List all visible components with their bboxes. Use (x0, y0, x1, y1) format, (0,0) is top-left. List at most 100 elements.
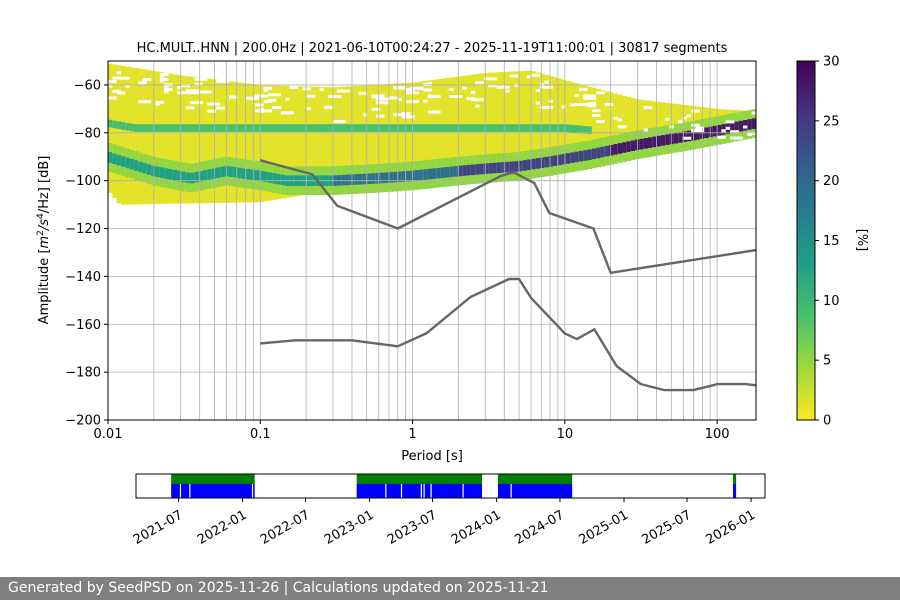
heatmap-cell (224, 80, 230, 203)
heatmap-cell (298, 124, 303, 132)
heatmap-cell (233, 124, 238, 132)
heatmap-cell (194, 171, 200, 183)
heatmap-cell (220, 166, 226, 178)
heatmap-cell (254, 124, 260, 132)
heatmap-gap (332, 119, 346, 123)
heatmap-cell (146, 70, 152, 205)
heatmap-cell (734, 121, 740, 133)
heatmap-cell (751, 118, 756, 129)
heatmap-cell (168, 169, 174, 180)
heatmap-gap (181, 84, 191, 88)
heatmap-cell (673, 132, 679, 144)
heatmap-gap (527, 75, 532, 79)
heatmap-cell (216, 167, 221, 179)
heatmap-gap (669, 125, 674, 129)
heatmap-cell (492, 124, 498, 132)
heatmap-gap (259, 107, 264, 111)
heatmap-gap (561, 105, 566, 109)
heatmap-cell (164, 124, 169, 132)
heatmap-gap (263, 86, 273, 90)
heatmap-gap (216, 106, 225, 110)
coverage-segment (356, 484, 483, 498)
heatmap-cell (125, 157, 130, 169)
heatmap-cell (207, 169, 213, 180)
heatmap-gap (285, 97, 290, 101)
heatmap-gap (159, 74, 165, 78)
heatmap-cell (496, 124, 502, 132)
heatmap-cell (211, 124, 217, 132)
heatmap-cell (470, 164, 476, 176)
heatmap-cell (302, 86, 308, 195)
x-axis-ticks: 0.01 0.1 1 10 100 (94, 420, 730, 442)
heatmap-cell (332, 124, 338, 132)
heatmap-gap (185, 106, 195, 110)
y-tick-label: −200 (65, 414, 101, 429)
heatmap-cell (371, 124, 377, 132)
heatmap-cell (747, 119, 753, 130)
heatmap-cell (146, 164, 152, 175)
heatmap-cell (522, 124, 528, 132)
x-tick-label: 0.01 (94, 427, 123, 442)
heatmap-gap (164, 89, 169, 93)
x-tick-label: 1 (408, 427, 416, 442)
heatmap-gap (613, 116, 618, 120)
availability-segment (498, 474, 573, 484)
heatmap-gap (207, 102, 221, 106)
heatmap-cell (656, 135, 662, 147)
heatmap-cell (652, 101, 658, 153)
heatmap-cell (557, 154, 562, 166)
heatmap-cell (466, 164, 472, 176)
heatmap-cell (475, 124, 480, 132)
heatmap-gap (302, 87, 312, 91)
heatmap-cell (604, 91, 610, 163)
heatmap-cell (535, 72, 541, 173)
colorbar-tick-label: 0 (823, 414, 831, 429)
heatmap-cell (138, 68, 143, 205)
heatmap-gap (470, 90, 476, 94)
heatmap-cell (652, 136, 658, 148)
heatmap-gap (198, 82, 204, 86)
noise-model-nlnm (260, 277, 756, 392)
heatmap-cell (280, 85, 286, 199)
heatmap-cell (665, 134, 670, 145)
heatmap-cell (617, 143, 623, 154)
heatmap-gap (725, 120, 735, 124)
heatmap-cell (488, 124, 493, 132)
heatmap-gap (289, 85, 299, 89)
heatmap-gap (596, 119, 605, 123)
heatmap-cell (432, 168, 437, 179)
heatmap-cell (643, 100, 649, 155)
heatmap-cell (397, 171, 403, 183)
heatmap-cell (380, 124, 385, 132)
heatmap-gap (155, 101, 165, 105)
heatmap-gap (470, 98, 484, 102)
heatmap-cell (375, 124, 381, 132)
heatmap-cell (129, 123, 135, 132)
heatmap-gap (717, 135, 726, 139)
heatmap-cell (345, 124, 351, 132)
heatmap-cell (600, 90, 606, 163)
heatmap-cell (578, 84, 584, 167)
heatmap-cell (596, 88, 601, 164)
heatmap-gap (393, 86, 407, 90)
heatmap-cell (108, 152, 113, 163)
heatmap-cell (241, 168, 247, 179)
heatmap-cell (648, 137, 653, 148)
heatmap-gap (328, 95, 342, 99)
heatmap-cell (129, 67, 135, 205)
heatmap-cell (552, 155, 558, 166)
y-axis-ticks: −60 −80 −100 −120 −140 −160 −180 −200 (65, 78, 108, 429)
heatmap-cell (470, 124, 476, 132)
heatmap-cell (574, 125, 580, 133)
date-tick-label: 2026-01 (704, 508, 759, 548)
coverage-segment (732, 484, 737, 498)
heatmap-gap (306, 107, 312, 111)
heatmap-cell (142, 162, 148, 174)
footer-banner: Generated by SeedPSD on 2025-11-26 | Cal… (0, 577, 900, 600)
heatmap-gap (198, 90, 212, 94)
heatmap-cell (574, 151, 580, 163)
heatmap-cell (164, 168, 169, 179)
heatmap-cell (233, 81, 238, 203)
heatmap-cell (120, 156, 126, 167)
heatmap-cell (388, 172, 394, 183)
